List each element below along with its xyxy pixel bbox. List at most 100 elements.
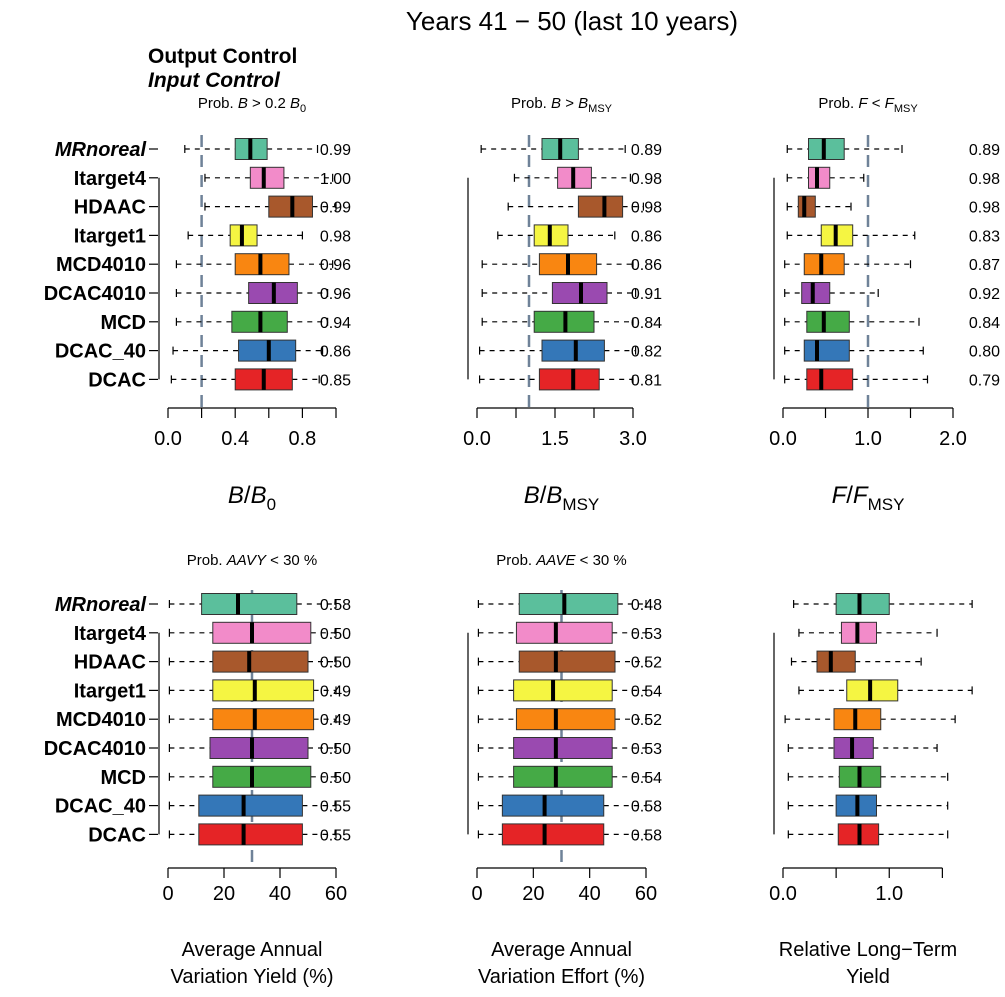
x-tick-label: 1.0 — [875, 883, 903, 905]
probability-label: 0.79 — [969, 372, 1000, 389]
box-Itarget4 — [204, 166, 334, 189]
method-label: HDAAC — [74, 197, 146, 219]
probability-label: 0.50 — [320, 741, 351, 758]
box-MCD4010 — [175, 253, 334, 276]
probability-label: 0.91 — [631, 286, 662, 303]
probability-label: 0.98 — [631, 171, 662, 188]
legend-output-control: Output Control — [148, 45, 297, 68]
x-tick-label: 40 — [579, 883, 601, 905]
method-label: DCAC — [88, 369, 146, 391]
panel-title-part: Prob. — [511, 95, 551, 112]
x-axis-label-part: / — [244, 482, 251, 509]
box-iqr — [212, 765, 312, 788]
probability-label: 0.52 — [631, 655, 662, 672]
panel-title-part: B — [578, 95, 588, 112]
box-Itarget4 — [168, 621, 337, 644]
probability-label: 0.98 — [969, 171, 1000, 188]
panel-title-part: B — [290, 95, 300, 112]
box-iqr — [806, 368, 854, 391]
box-MCD — [175, 310, 329, 333]
panel-title-part: B — [238, 95, 248, 112]
panel-title-part: 0 — [300, 103, 306, 115]
box-HDAAC — [477, 650, 647, 673]
probability-label: 0.48 — [631, 597, 662, 614]
x-tick-label: 0.0 — [769, 428, 797, 450]
box-Itarget1 — [168, 679, 337, 702]
box-DCAC — [170, 368, 320, 391]
box-iqr — [198, 823, 303, 846]
box-DCAC4010 — [481, 282, 637, 304]
panel: Prob. F < FMSY0.890.980.980.830.870.920.… — [769, 95, 1000, 514]
probability-label: 0.86 — [631, 257, 662, 274]
x-tick-label: 0.0 — [463, 428, 491, 450]
probability-label: 0.53 — [631, 626, 662, 643]
probability-label: 0.58 — [631, 827, 662, 844]
panel-title-part: B — [551, 95, 561, 112]
box-iqr — [538, 368, 600, 391]
method-label: DCAC4010 — [44, 283, 146, 305]
probability-label: 0.96 — [320, 257, 351, 274]
box-MRnoreal — [168, 593, 337, 615]
x-tick-label: 1.5 — [541, 428, 569, 450]
probability-label: 0.82 — [631, 344, 662, 361]
probability-label: 0.98 — [320, 228, 351, 245]
box-Itarget4 — [477, 621, 647, 644]
box-iqr — [212, 621, 312, 644]
box-Itarget4 — [513, 166, 632, 189]
x-axis-label-part: / — [846, 482, 853, 509]
box-DCAC_40 — [172, 339, 324, 362]
x-axis-label: B/BMSY — [524, 482, 600, 514]
box-DCAC_40 — [477, 794, 647, 817]
method-label: Itarget4 — [74, 168, 147, 190]
box-HDAAC — [204, 195, 337, 218]
probability-label: 0.87 — [969, 257, 1000, 274]
probability-label: 0.80 — [969, 344, 1000, 361]
box-iqr — [801, 282, 831, 304]
probability-label: 0.55 — [320, 799, 351, 816]
x-tick-label: 2.0 — [939, 428, 967, 450]
panel: Prob. B > 0.2 B00.991.000.990.980.960.96… — [154, 95, 351, 514]
box-HDAAC — [168, 650, 337, 673]
box-iqr — [803, 339, 850, 362]
box-MCD — [787, 765, 949, 788]
box-MCD — [784, 310, 920, 333]
method-label: MRnoreal — [55, 594, 147, 616]
x-tick-label: 0.0 — [769, 883, 797, 905]
x-tick-label: 0 — [471, 883, 482, 905]
box-iqr — [846, 679, 899, 702]
box-iqr — [803, 253, 845, 276]
probability-label: 0.50 — [320, 655, 351, 672]
method-label: DCAC4010 — [44, 738, 146, 760]
x-tick-label: 20 — [213, 883, 235, 905]
panel-title-part: AAVY — [226, 552, 267, 569]
box-MCD — [481, 310, 634, 333]
box-DCAC4010 — [787, 737, 938, 759]
box-MCD4010 — [784, 253, 912, 276]
probability-label: 0.85 — [320, 372, 351, 389]
box-iqr — [198, 794, 303, 817]
probability-label: 0.52 — [631, 712, 662, 729]
x-tick-label: 60 — [325, 883, 347, 905]
x-axis-label-part: MSY — [868, 495, 905, 514]
x-axis-label-part: F — [832, 482, 848, 509]
panel-title: Prob. B > 0.2 B0 — [198, 95, 306, 115]
box-Itarget1 — [786, 224, 916, 247]
x-tick-label: 1.0 — [854, 428, 882, 450]
method-label: DCAC_40 — [55, 796, 146, 818]
x-axis-label-part: F — [853, 482, 869, 509]
probability-label: 0.99 — [320, 200, 351, 217]
x-axis-label-part: MSY — [562, 495, 599, 514]
box-iqr — [212, 650, 309, 673]
x-axis-label: F/FMSY — [832, 482, 905, 514]
box-Itarget4 — [786, 166, 865, 189]
method-label: MCD — [100, 312, 146, 334]
box-DCAC_40 — [784, 339, 924, 362]
probability-label: 0.96 — [320, 286, 351, 303]
box-DCAC4010 — [175, 282, 329, 304]
box-MCD4010 — [481, 253, 634, 276]
box-iqr — [518, 593, 619, 615]
box-HDAAC — [786, 195, 852, 218]
panel-title-part: F — [858, 95, 868, 112]
panel-title: Prob. B > BMSY — [511, 95, 613, 115]
probability-label: 0.92 — [969, 286, 1000, 303]
